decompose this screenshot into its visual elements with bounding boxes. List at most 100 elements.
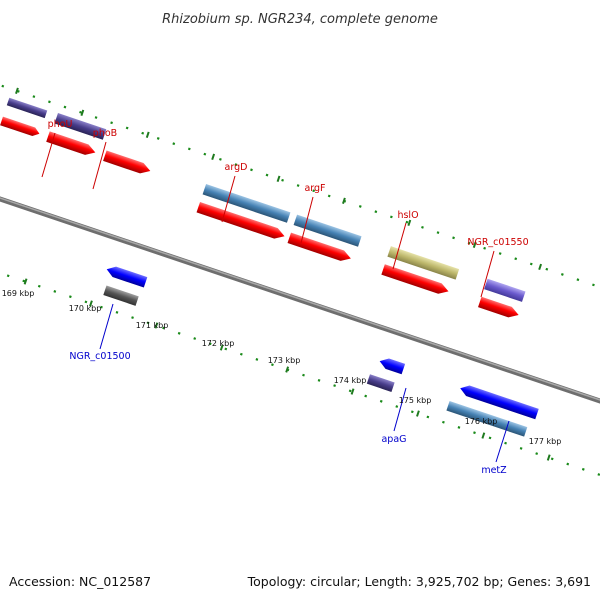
gene-bar-argF bbox=[293, 214, 362, 247]
minor-tick bbox=[239, 352, 243, 356]
minor-tick bbox=[535, 452, 539, 456]
kbp-label: 175 kbp bbox=[399, 396, 432, 405]
minor-tick bbox=[53, 290, 57, 293]
leader-line-phoU bbox=[41, 132, 56, 178]
minor-tick bbox=[592, 283, 595, 287]
minor-tick bbox=[405, 220, 409, 224]
cds-arrow-NGR_c01550 bbox=[478, 296, 519, 318]
kbp-label: 170 kbp bbox=[69, 304, 102, 313]
minor-tick bbox=[1, 84, 5, 88]
minor-tick bbox=[156, 137, 160, 140]
minor-tick bbox=[115, 310, 119, 314]
gene-bar-argD bbox=[202, 183, 291, 223]
minor-tick bbox=[560, 273, 564, 276]
minor-tick bbox=[234, 163, 238, 166]
minor-tick bbox=[514, 257, 518, 261]
minor-tick bbox=[545, 267, 549, 271]
minor-tick bbox=[224, 347, 228, 351]
minor-tick bbox=[131, 316, 134, 319]
major-tick bbox=[23, 278, 28, 285]
minor-tick bbox=[94, 116, 98, 119]
minor-tick bbox=[146, 321, 150, 325]
accession-text: Accession: NC_012587 bbox=[9, 574, 151, 589]
minor-tick bbox=[100, 305, 103, 309]
minor-tick bbox=[125, 126, 129, 130]
gene-labels: phoU phoB argD argF hslO NGR_c01550 NGR_… bbox=[41, 119, 529, 476]
cds-arrow-argF bbox=[287, 232, 351, 261]
minor-tick bbox=[219, 157, 222, 161]
minor-tick bbox=[255, 358, 259, 361]
kbp-label: 173 kbp bbox=[268, 356, 301, 365]
major-tick bbox=[416, 410, 420, 417]
minor-tick bbox=[68, 295, 72, 299]
gene-label-NGR_c01500: NGR_c01500 bbox=[69, 351, 130, 362]
gene-bar-apaG bbox=[366, 374, 395, 392]
kbp-label: 176 kbp bbox=[465, 417, 498, 426]
diagram-title: Rhizobium sp. NGR234, complete genome bbox=[162, 12, 438, 27]
minor-tick bbox=[421, 225, 424, 229]
major-tick bbox=[407, 219, 412, 227]
minor-tick bbox=[576, 278, 580, 282]
minor-tick bbox=[48, 100, 51, 104]
minor-tick bbox=[379, 399, 383, 403]
minor-tick bbox=[162, 326, 166, 330]
minor-tick bbox=[410, 410, 414, 414]
minor-tick bbox=[177, 331, 181, 335]
kbp-label: 174 kbp bbox=[334, 376, 367, 385]
minor-tick bbox=[364, 394, 368, 398]
minor-tick bbox=[498, 252, 502, 255]
minor-tick bbox=[84, 300, 88, 304]
genome-backbone bbox=[0, 182, 600, 418]
leader-line-metZ bbox=[495, 420, 510, 463]
gene-label-apaG: apaG bbox=[381, 434, 406, 445]
cds-arrow-argD bbox=[196, 201, 285, 239]
major-tick bbox=[472, 241, 477, 249]
gene-bar-hslO bbox=[387, 246, 460, 280]
minor-tick bbox=[312, 189, 316, 193]
minor-tick bbox=[473, 431, 476, 435]
gene-bar-NGR_c01550 bbox=[484, 278, 526, 302]
minor-tick bbox=[22, 279, 26, 283]
minor-tick bbox=[436, 231, 440, 234]
kbp-label: 171 kbp bbox=[136, 321, 169, 330]
minor-tick bbox=[32, 95, 36, 98]
leader-line-phoB bbox=[92, 141, 107, 190]
minor-tick bbox=[519, 446, 523, 450]
gene-bar-phoU bbox=[54, 113, 107, 140]
cds-arrow-phoU bbox=[46, 131, 96, 155]
leader-line-NGR_c01550 bbox=[480, 250, 495, 298]
leader-line-NGR_c01500 bbox=[99, 303, 114, 350]
major-tick bbox=[342, 197, 346, 204]
gene-label-phoB: phoB bbox=[93, 128, 117, 139]
minor-tick bbox=[426, 415, 430, 419]
minor-tick bbox=[550, 457, 554, 461]
tick-row-bottom bbox=[6, 274, 600, 476]
leader-line-apaG bbox=[393, 387, 407, 432]
cds-arrow-partial-left bbox=[0, 116, 40, 137]
major-tick bbox=[211, 153, 216, 160]
gene-label-phoU: phoU bbox=[48, 119, 73, 130]
major-tick bbox=[89, 300, 93, 307]
minor-tick bbox=[467, 241, 471, 245]
minor-tick bbox=[203, 152, 207, 156]
kbp-label: 172 kbp bbox=[202, 339, 235, 348]
leader-line-argD bbox=[221, 175, 236, 223]
major-tick bbox=[219, 344, 224, 351]
gene-label-argD: argD bbox=[225, 162, 248, 173]
minor-tick bbox=[193, 337, 197, 340]
minor-tick bbox=[333, 384, 336, 388]
minor-tick bbox=[317, 378, 321, 382]
cds-arrow-metZ bbox=[460, 385, 539, 420]
major-tick bbox=[145, 131, 150, 138]
topology-summary-text: Topology: circular; Length: 3,925,702 bp… bbox=[247, 574, 591, 589]
minor-tick bbox=[348, 389, 352, 393]
major-tick bbox=[546, 454, 551, 461]
minor-tick bbox=[389, 215, 393, 219]
gene-label-NGR_c01550: NGR_c01550 bbox=[467, 237, 528, 248]
minor-tick bbox=[452, 236, 455, 240]
minor-tick bbox=[208, 342, 212, 346]
minor-tick bbox=[504, 441, 507, 445]
map-track-group bbox=[0, 84, 600, 476]
minor-tick bbox=[172, 142, 176, 146]
